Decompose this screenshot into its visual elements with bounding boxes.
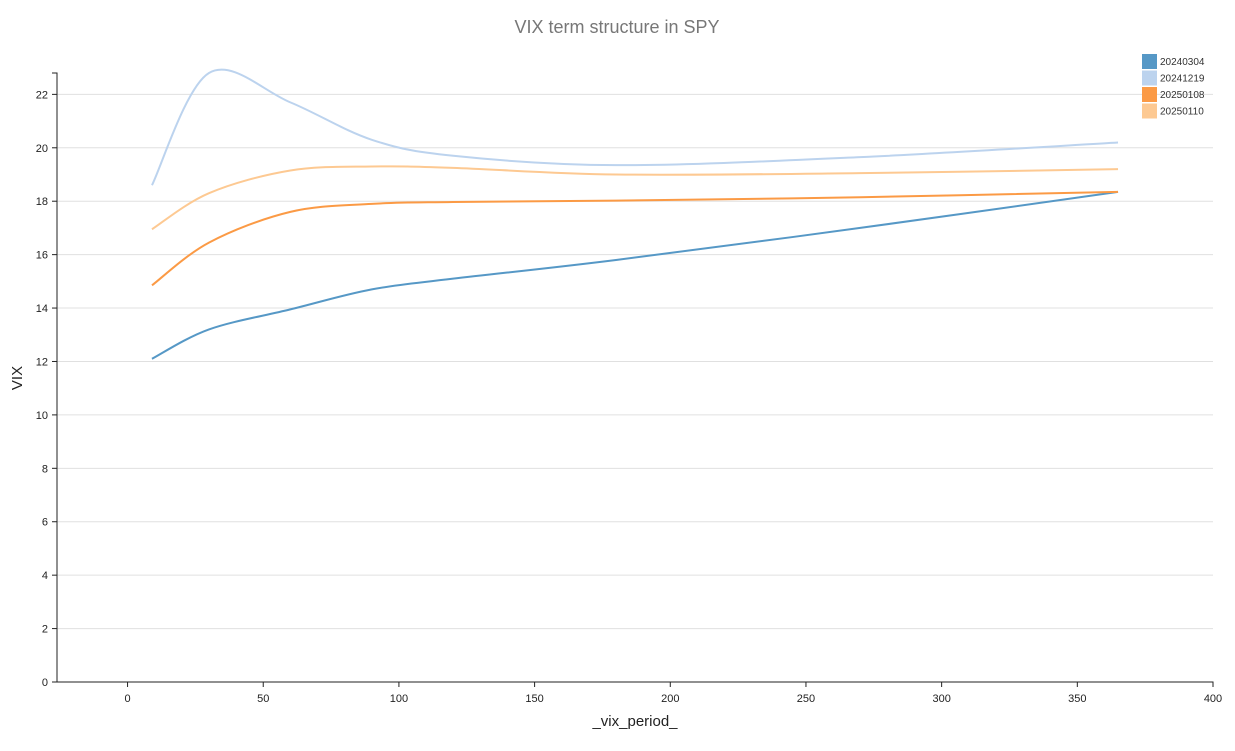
y-tick-label: 6: [42, 517, 48, 529]
series-line-20250108: [151, 190, 1119, 287]
y-tick-label: 12: [36, 356, 48, 368]
y-tick-label: 10: [36, 410, 48, 422]
x-tick-label: 50: [257, 693, 269, 705]
chart-title: VIX term structure in SPY: [514, 17, 719, 37]
y-tick-label: 22: [36, 89, 48, 101]
x-tick-label: 100: [390, 693, 408, 705]
axis-line: [52, 72, 1214, 687]
y-tick-label: 0: [42, 677, 48, 689]
series-line-20240304: [151, 190, 1119, 360]
legend-label: 20250110: [1160, 107, 1204, 118]
legend-swatch: [1142, 87, 1157, 102]
y-tick-label: 4: [42, 570, 48, 582]
legend-swatch: [1142, 70, 1157, 86]
series-lines: [151, 68, 1119, 360]
y-tick-label: 18: [36, 196, 48, 208]
legend: 20240304 20241219 20250108 20250110: [1142, 54, 1205, 119]
x-tick-label: 0: [124, 693, 130, 705]
legend-label: 20241219: [1160, 74, 1205, 85]
x-tick-label: 200: [661, 693, 679, 705]
y-axis-label: VIX: [9, 366, 26, 390]
series-line-20241219: [151, 68, 1119, 186]
series-line-20250110: [151, 165, 1119, 231]
legend-label: 20240304: [1160, 57, 1205, 68]
y-tick-label: 16: [36, 250, 48, 262]
grid-lines: [57, 93, 1213, 683]
x-tick-label: 150: [525, 693, 543, 705]
y-tick-label: 20: [36, 143, 48, 155]
legend-swatch: [1142, 103, 1157, 119]
y-tick-label: 2: [42, 624, 48, 636]
x-tick-label: 300: [932, 693, 950, 705]
x-tick-label: 250: [797, 693, 815, 705]
x-axis-label: _vix_period_: [591, 713, 678, 730]
legend-label: 20250108: [1160, 90, 1205, 101]
legend-swatch: [1142, 54, 1157, 69]
y-tick-label: 8: [42, 463, 48, 475]
axes: 0 2 4 6 8 10 12 14 16 18 20 22 0 50 100 150 200 250 300 350…: [36, 72, 1222, 705]
x-tick-label: 350: [1068, 693, 1086, 705]
y-tick-label: 14: [36, 303, 48, 315]
x-tick-label: 400: [1204, 693, 1222, 705]
